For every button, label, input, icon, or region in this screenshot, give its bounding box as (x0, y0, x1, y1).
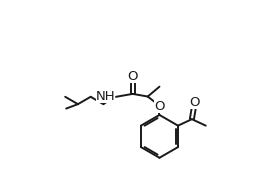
Text: O: O (127, 70, 138, 83)
Text: O: O (189, 95, 200, 109)
Text: NH: NH (96, 90, 116, 103)
Text: O: O (154, 100, 165, 113)
